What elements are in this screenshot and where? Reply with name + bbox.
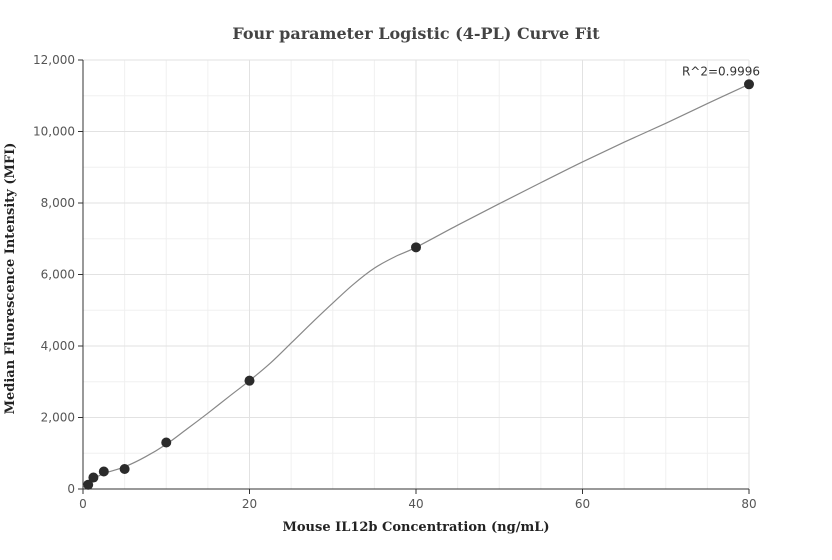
x-tick-label: 20 <box>242 497 257 511</box>
data-point <box>244 375 255 386</box>
data-point <box>161 437 172 448</box>
chart-title: Four parameter Logistic (4-PL) Curve Fit <box>232 24 600 43</box>
data-point <box>88 472 99 483</box>
data-point <box>411 242 421 253</box>
r-squared-annotation: R^2=0.9996 <box>682 64 760 78</box>
fit-curve-line <box>82 83 750 487</box>
x-tick-label: 40 <box>408 497 423 511</box>
data-point <box>83 479 94 490</box>
grid <box>83 59 750 489</box>
x-tick-label: 0 <box>79 497 87 511</box>
y-tick-label: 2,000 <box>41 411 75 425</box>
y-tick-label: 8,000 <box>41 196 75 210</box>
y-axis-label: Median Fluorescence Intensity (MFI) <box>3 143 18 415</box>
data-point <box>98 466 109 477</box>
data-points <box>83 79 754 490</box>
x-axis-label: Mouse IL12b Concentration (ng/mL) <box>282 520 549 535</box>
y-tick-label: 6,000 <box>41 268 75 282</box>
x-tick-label: 80 <box>741 497 756 511</box>
y-tick-label: 10,000 <box>33 125 75 139</box>
y-tick-label: 0 <box>67 482 75 496</box>
x-tick-label: 60 <box>575 497 590 511</box>
data-point <box>744 79 754 90</box>
data-point <box>119 463 130 474</box>
y-tick-label: 4,000 <box>41 339 75 353</box>
ticks: 0 2,000 4,000 6,000 8,000 10,000 12,000 0 20 40 60… <box>33 53 757 511</box>
y-tick-label: 12,000 <box>33 53 75 67</box>
